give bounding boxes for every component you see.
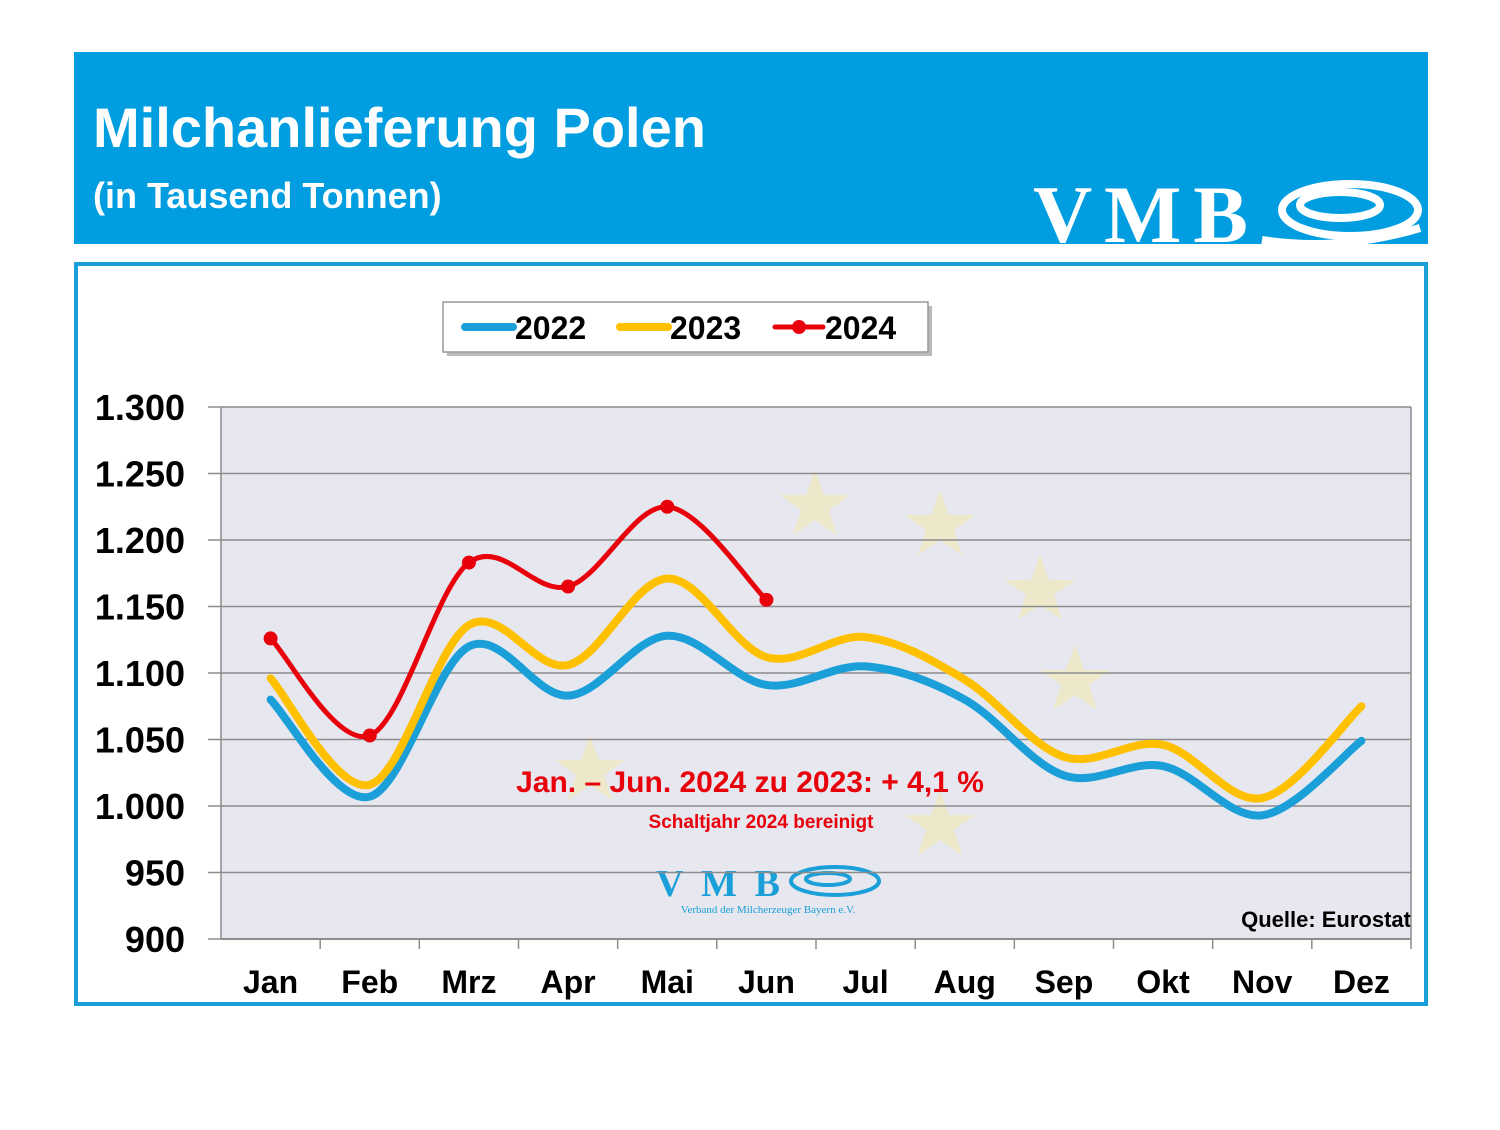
y-tick-label: 1.200 bbox=[95, 520, 185, 561]
annotation-note: Schaltjahr 2024 bereinigt bbox=[649, 812, 875, 833]
x-tick-label: Jul bbox=[842, 964, 888, 1000]
point bbox=[263, 631, 278, 646]
header-subtitle: (in Tausend Tonnen) bbox=[93, 175, 442, 216]
x-tick-label: Nov bbox=[1232, 964, 1293, 1000]
legend-box bbox=[442, 301, 929, 353]
x-tick-label: Jun bbox=[738, 964, 795, 1000]
y-tick-label: 1.300 bbox=[95, 387, 185, 428]
header-band bbox=[74, 52, 1428, 244]
x-tick-label: Okt bbox=[1136, 964, 1190, 1000]
y-tick-label: 1.100 bbox=[95, 653, 185, 694]
y-tick-label: 1.250 bbox=[95, 454, 185, 495]
y-tick-label: 950 bbox=[125, 853, 185, 894]
line-series bbox=[268, 504, 769, 740]
point bbox=[759, 592, 774, 607]
legend-marker bbox=[792, 320, 806, 334]
x-tick-label: Jan bbox=[243, 964, 298, 1000]
line-series bbox=[266, 631, 1366, 820]
watermark-logo: VMB bbox=[656, 863, 780, 905]
x-tick-label: Sep bbox=[1035, 964, 1094, 1000]
legend-label: 2022 bbox=[515, 310, 586, 346]
x-tick-label: Aug bbox=[934, 964, 996, 1000]
y-tick-label: 1.150 bbox=[95, 587, 185, 628]
background-stars bbox=[555, 470, 1110, 855]
legend-label: 2024 bbox=[825, 310, 896, 346]
source: Quelle: Eurostat bbox=[1241, 907, 1412, 932]
watermark-subtitle: Verband der Milcherzeuger Bayern e.V. bbox=[681, 904, 856, 916]
line-series bbox=[266, 574, 1366, 803]
header-logo-swoosh bbox=[1261, 180, 1422, 248]
x-tick-label: Apr bbox=[541, 964, 596, 1000]
point bbox=[561, 579, 576, 594]
x-tick-label: Mrz bbox=[441, 964, 496, 1000]
x-tick-label: Feb bbox=[341, 964, 398, 1000]
y-tick-label: 900 bbox=[125, 919, 185, 960]
legend-label: 2023 bbox=[670, 310, 741, 346]
x-tick-label: Mai bbox=[641, 964, 694, 1000]
x-tick-label: Dez bbox=[1333, 964, 1390, 1000]
point bbox=[461, 555, 476, 570]
y-tick-label: 1.050 bbox=[95, 720, 185, 761]
header-title: Milchanlieferung Polen bbox=[93, 96, 706, 159]
point bbox=[660, 499, 675, 514]
point bbox=[362, 728, 377, 743]
annotation: Jan. – Jun. 2024 zu 2023: + 4,1 % bbox=[516, 766, 984, 799]
header-logo: VMB bbox=[1033, 169, 1248, 260]
y-tick-label: 1.000 bbox=[95, 786, 185, 827]
